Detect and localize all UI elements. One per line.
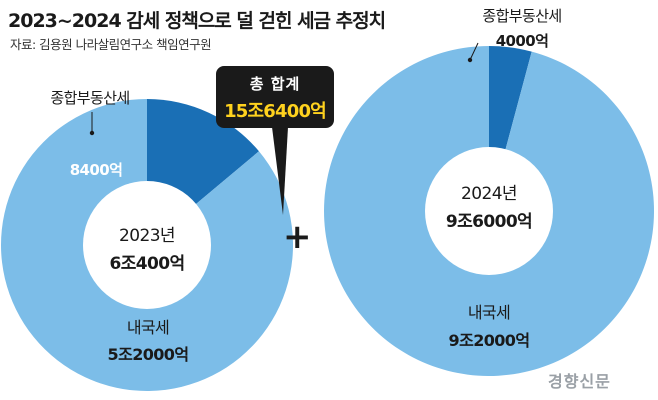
center-total-0: 6조400억 [110, 254, 185, 274]
center-year-0: 2023년 [119, 226, 175, 246]
chart-title: 2023~2024 감세 정책으로 덜 걷힌 세금 추정치 [8, 10, 386, 32]
slice-name-small-0: 종합부동산세 [50, 89, 129, 107]
donut-hole-0 [83, 181, 211, 309]
slice-name-big-0: 내국세 [127, 318, 169, 337]
center-total-1: 9조6000억 [446, 212, 532, 232]
donut-hole-1 [425, 147, 553, 275]
callout-line-1 [469, 42, 479, 61]
slice-value-big-1: 9조2000억 [449, 331, 530, 350]
total-callout: 총 합계 15조6400억 [216, 66, 334, 128]
slice-name-big-1: 내국세 [468, 303, 510, 322]
plus-sign: + [283, 217, 312, 257]
callout-dot-0 [89, 130, 95, 136]
total-value: 15조6400억 [224, 101, 327, 122]
slice-value-small-1: 4000억 [496, 32, 549, 50]
callout-dot-1 [467, 57, 473, 63]
center-year-1: 2024년 [461, 184, 517, 204]
publisher-watermark: 경향신문 [548, 372, 611, 391]
callout-pointer [272, 127, 288, 215]
total-label: 총 합계 [249, 75, 301, 93]
source-note: 자료: 김용원 나라살림연구소 책임연구원 [10, 37, 212, 52]
slice-name-small-1: 종합부동산세 [482, 7, 561, 25]
slice-value-small-0: 8400억 [70, 161, 123, 179]
slice-value-big-0: 5조2000억 [108, 345, 189, 364]
